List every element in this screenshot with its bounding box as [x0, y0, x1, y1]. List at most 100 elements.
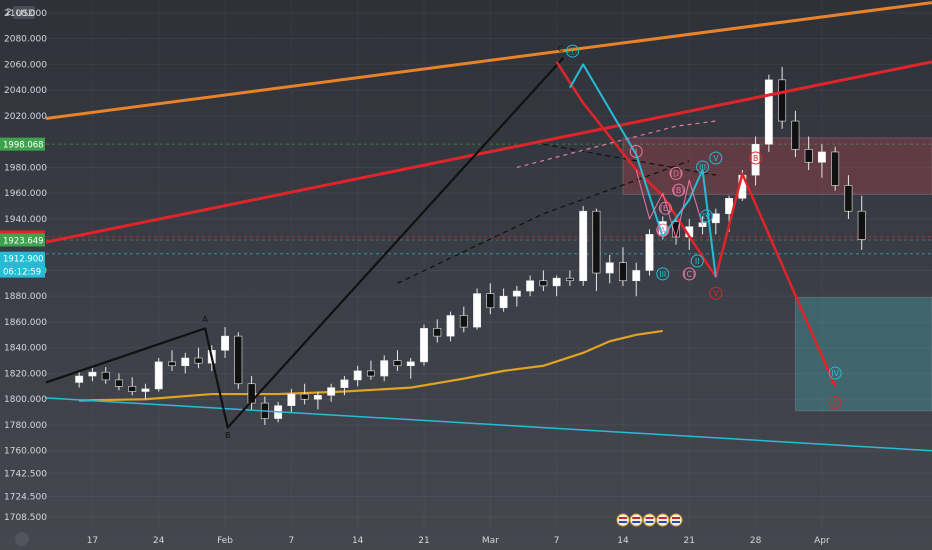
candle[interactable] [619, 247, 627, 286]
event-flag-circle [642, 513, 656, 527]
event-flag-stripe [658, 521, 667, 523]
wave-label: B [225, 431, 231, 440]
candle[interactable] [181, 352, 190, 374]
candle[interactable] [367, 360, 375, 380]
candle[interactable] [327, 383, 336, 402]
candles[interactable] [75, 66, 866, 425]
currency-badge[interactable]: USD [13, 6, 35, 19]
candle[interactable] [857, 195, 866, 250]
candle[interactable] [632, 262, 641, 297]
wave-label: (D) [670, 169, 682, 178]
candle[interactable] [791, 110, 800, 158]
candle-body-up [579, 210, 588, 282]
candle[interactable] [486, 283, 495, 315]
candle[interactable] [313, 391, 322, 410]
candle[interactable] [711, 208, 720, 235]
candle[interactable] [287, 388, 296, 413]
event-icons[interactable] [616, 513, 683, 527]
wave-label: Ⓘ [569, 47, 577, 56]
candle[interactable] [778, 66, 787, 129]
candle-body-down [115, 379, 123, 387]
candle[interactable] [128, 377, 137, 396]
candle[interactable] [115, 373, 123, 391]
y-tick-label: 1880.000 [4, 292, 47, 302]
y-axis[interactable]: 2 ..30 USD 2100.0002080.0002060.0002040.… [4, 6, 47, 523]
candle[interactable] [380, 355, 389, 382]
candle[interactable] [75, 370, 84, 388]
candle[interactable] [446, 311, 455, 342]
wave-line-1[interactable] [397, 160, 690, 284]
candle[interactable] [817, 144, 826, 178]
wave-label-ring [658, 201, 672, 215]
tradingview-logo[interactable] [15, 532, 29, 546]
candle[interactable] [194, 347, 203, 369]
candle[interactable] [406, 358, 415, 379]
candle[interactable] [764, 74, 773, 152]
event-flag-icon[interactable] [616, 513, 630, 527]
wave-line-5[interactable] [635, 169, 704, 239]
candle-body-up [406, 361, 415, 367]
candle[interactable] [844, 175, 853, 219]
y-tick-label: 1742.500 [4, 469, 47, 479]
candle[interactable] [565, 270, 574, 286]
candle[interactable] [340, 376, 349, 396]
candle[interactable] [592, 208, 601, 292]
candle-body-down [168, 361, 176, 367]
candle[interactable] [141, 383, 150, 400]
trendline-0[interactable] [45, 1, 932, 120]
candle-body-up [645, 234, 654, 271]
candle[interactable] [393, 350, 402, 371]
x-tick-label: 7 [554, 536, 560, 546]
event-flag-icon[interactable] [656, 513, 670, 527]
trendlines[interactable] [45, 1, 932, 452]
candle-body-up [420, 328, 428, 363]
wave-label: IV [703, 212, 711, 221]
candle-body-up [817, 151, 826, 163]
candle[interactable] [234, 332, 243, 389]
wave-line-2[interactable] [543, 143, 716, 176]
price-badge-label: 1912.900 [3, 255, 44, 265]
candle[interactable] [526, 275, 535, 297]
candle[interactable] [499, 288, 508, 312]
candle[interactable] [552, 275, 561, 297]
candle[interactable] [300, 383, 309, 405]
candle[interactable] [804, 136, 813, 170]
wave-line-3[interactable] [555, 61, 837, 387]
candle[interactable] [168, 350, 176, 371]
candle[interactable] [579, 206, 588, 286]
event-flag-icon[interactable] [642, 513, 656, 527]
wave-line-4[interactable] [569, 63, 717, 278]
candle[interactable] [645, 229, 654, 276]
candle[interactable] [247, 376, 256, 410]
x-tick-label: 7 [289, 536, 295, 546]
event-flag-icon[interactable] [669, 513, 683, 527]
trendline-1[interactable] [45, 60, 932, 244]
candle[interactable] [459, 306, 468, 333]
y-tick-label: 2020.000 [4, 112, 47, 122]
candle[interactable] [353, 365, 362, 387]
candle[interactable] [605, 254, 614, 284]
wave-label: V [713, 289, 719, 298]
x-axis[interactable]: 17 24 Feb 7 14 21 Mar 7 14 21 28 Apr [87, 536, 830, 546]
candle[interactable] [433, 319, 442, 343]
candle[interactable] [539, 270, 548, 292]
trendline-2[interactable] [45, 397, 932, 452]
candle[interactable] [88, 365, 97, 382]
candle[interactable] [101, 367, 110, 384]
wave-line-0[interactable] [45, 57, 565, 429]
candle[interactable] [751, 136, 760, 186]
event-flag-icon[interactable] [629, 513, 643, 527]
grid-lines [46, 0, 932, 528]
y-tick-label: 1820.000 [4, 369, 47, 379]
x-tick-label: 14 [617, 536, 629, 546]
candle[interactable] [221, 327, 230, 359]
candle[interactable] [512, 285, 521, 307]
candle[interactable] [154, 358, 163, 392]
candle[interactable] [831, 146, 840, 191]
y-tick-label: 1860.000 [4, 318, 47, 328]
candle[interactable] [473, 288, 482, 330]
wave-lines[interactable] [45, 57, 837, 429]
candle[interactable] [420, 324, 428, 366]
